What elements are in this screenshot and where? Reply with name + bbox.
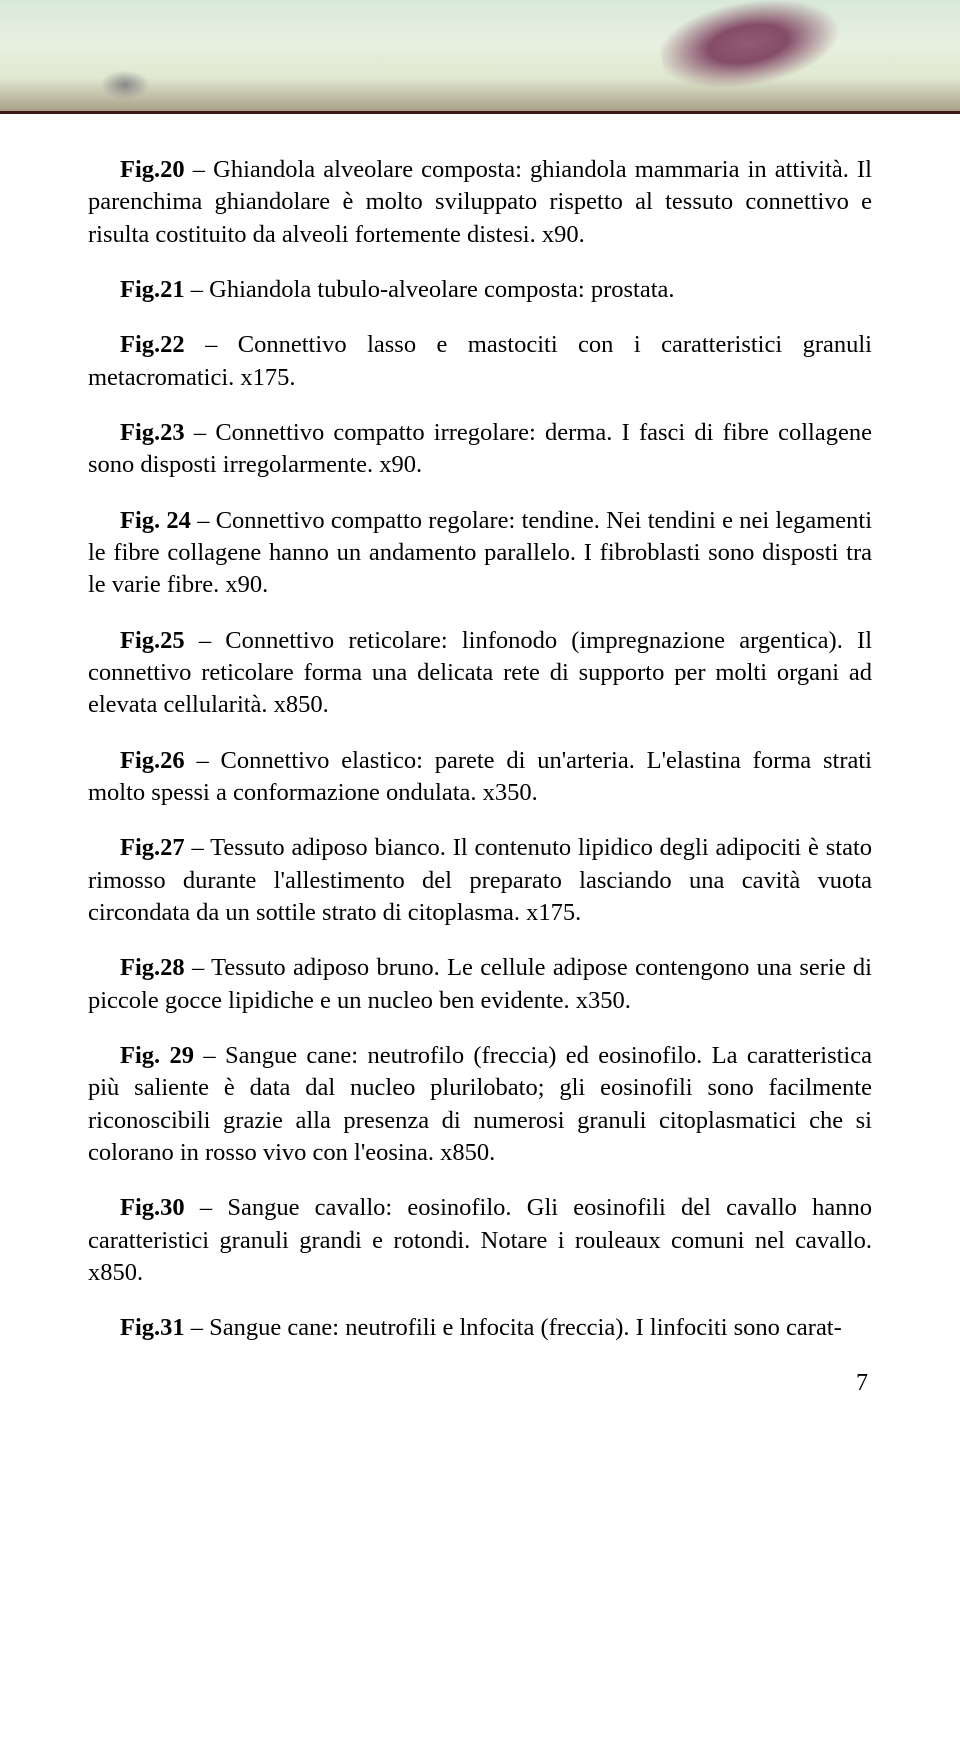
fig-text: – Sangue cavallo: eosinofilo. Gli eosino… [88, 1194, 872, 1286]
fig-label: Fig.23 [120, 419, 185, 446]
fig-entry: Fig.25 – Connettivo reticolare: linfonod… [88, 625, 872, 722]
fig-entry: Fig.23 – Connettivo compatto irregolare:… [88, 417, 872, 482]
fig-label: Fig.30 [120, 1194, 185, 1221]
fig-entry: Fig.26 – Connettivo elastico: parete di … [88, 745, 872, 810]
fig-entry: Fig. 24 – Connettivo compatto regolare: … [88, 505, 872, 602]
fig-label: Fig. 29 [120, 1042, 194, 1069]
fig-text: – Connettivo compatto regolare: tendine.… [88, 507, 872, 599]
fig-label: Fig.28 [120, 954, 185, 981]
fig-text: – Sangue cane: neutrofilo (freccia) ed e… [88, 1042, 872, 1166]
fig-entry: Fig.21 – Ghiandola tubulo-alveolare comp… [88, 274, 872, 306]
page-body: Fig.20 – Ghiandola alveolare composta: g… [0, 114, 960, 1429]
fig-label: Fig.27 [120, 834, 185, 861]
fig-entry: Fig.27 – Tessuto adiposo bianco. Il cont… [88, 832, 872, 929]
fig-text: – Sangue cane: neutrofili e lnfocita (fr… [185, 1314, 842, 1341]
fig-label: Fig.25 [120, 627, 185, 654]
fig-label: Fig. 24 [120, 507, 191, 534]
fig-text: – Connettivo lasso e mastociti con i car… [88, 331, 872, 390]
fig-text: – Connettivo reticolare: linfonodo (impr… [88, 627, 872, 719]
fig-text: – Ghiandola alveolare composta: ghiandol… [88, 156, 872, 248]
fig-label: Fig.20 [120, 156, 185, 183]
header-image [0, 0, 960, 114]
fig-entry: Fig. 29 – Sangue cane: neutrofilo (frecc… [88, 1040, 872, 1169]
fig-text: – Tessuto adiposo bruno. Le cellule adip… [88, 954, 872, 1013]
fig-entry: Fig.28 – Tessuto adiposo bruno. Le cellu… [88, 952, 872, 1017]
fig-entry: Fig.20 – Ghiandola alveolare composta: g… [88, 154, 872, 251]
fig-label: Fig.21 [120, 276, 185, 303]
fig-text: – Connettivo compatto irregolare: derma.… [88, 419, 872, 478]
fig-text: – Ghiandola tubulo-alveolare composta: p… [185, 276, 675, 303]
fig-entry: Fig.30 – Sangue cavallo: eosinofilo. Gli… [88, 1192, 872, 1289]
fig-label: Fig.22 [120, 331, 185, 358]
fig-text: – Tessuto adiposo bianco. Il contenuto l… [88, 834, 872, 926]
fig-text: – Connettivo elastico: parete di un'arte… [88, 747, 872, 806]
fig-label: Fig.31 [120, 1314, 185, 1341]
fig-label: Fig.26 [120, 747, 185, 774]
fig-entry: Fig.31 – Sangue cane: neutrofili e lnfoc… [88, 1312, 872, 1344]
fig-entry: Fig.22 – Connettivo lasso e mastociti co… [88, 329, 872, 394]
page-number: 7 [88, 1368, 872, 1400]
